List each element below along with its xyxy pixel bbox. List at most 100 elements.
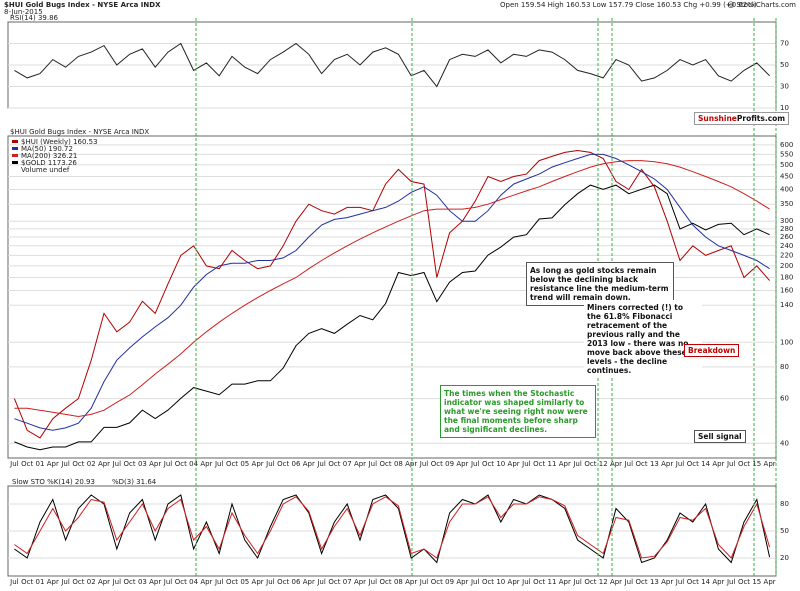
y-tick-label: 550 — [780, 150, 793, 158]
panel — [7, 135, 777, 459]
x-tick-label: Oct — [636, 578, 648, 586]
x-tick-label: Jul — [214, 578, 224, 586]
x-tick-label: Jul — [316, 460, 326, 468]
x-tick-label: Jul — [214, 460, 224, 468]
y-tick-label: 140 — [780, 301, 793, 309]
y-tick-label: 50 — [780, 61, 789, 69]
x-tick-label: 04 — [189, 578, 198, 586]
x-tick-label: Jul — [675, 460, 685, 468]
x-tick-label: Oct — [277, 578, 289, 586]
y-tick-label: 20 — [780, 554, 789, 562]
y-tick-label: 60 — [780, 395, 789, 403]
x-tick-label: Jul — [316, 578, 326, 586]
x-tick-label: 09 — [445, 460, 454, 468]
x-tick-label: 12 — [599, 460, 608, 468]
x-tick-label: Oct — [175, 578, 187, 586]
annotation: Miners corrected (!) to the 61.8% Fibona… — [584, 300, 702, 378]
x-tick-label: Oct — [175, 460, 187, 468]
x-tick-label: 06 — [292, 578, 301, 586]
annotation: Breakdown — [684, 344, 740, 357]
y-tick-label: 220 — [780, 251, 793, 259]
x-tick-label: Apr — [354, 460, 366, 468]
y-tick-label: 500 — [780, 161, 793, 169]
x-tick-label: 09 — [445, 578, 454, 586]
x-tick-label: Jul — [9, 460, 19, 468]
x-tick-label: Oct — [482, 460, 494, 468]
x-tick-label: Jul — [624, 460, 634, 468]
x-tick-label: Oct — [738, 460, 750, 468]
legend-swatch — [12, 161, 18, 164]
x-tick-label: Apr — [200, 460, 212, 468]
x-tick-label: 04 — [189, 460, 198, 468]
x-tick-label: 07 — [343, 578, 352, 586]
x-tick-label: Oct — [21, 460, 33, 468]
logo: SunshineProfits.com — [694, 112, 790, 125]
x-tick-label: Oct — [226, 460, 238, 468]
series-line — [14, 160, 770, 418]
x-tick-label: Jul — [726, 460, 736, 468]
series-line — [13, 149, 770, 439]
y-tick-label: 70 — [780, 40, 789, 48]
x-tick-label: Jul — [60, 578, 70, 586]
x-tick-label: Oct — [584, 460, 596, 468]
x-tick-label: Oct — [124, 578, 136, 586]
x-tick-label: Apr — [47, 460, 59, 468]
x-tick-label: Oct — [72, 578, 84, 586]
x-tick-label: Apr — [508, 578, 520, 586]
x-tick-label: Apr — [252, 578, 264, 586]
y-tick-label: 200 — [780, 262, 793, 270]
x-tick-label: 11 — [548, 578, 557, 586]
series-line — [14, 496, 771, 559]
x-tick-label: Apr — [405, 460, 417, 468]
logo-text: Profits.com — [736, 114, 786, 123]
x-tick-label: 13 — [650, 460, 659, 468]
panel-title: RSI(14) 39.86 — [10, 14, 59, 22]
x-tick-label: Apr — [303, 460, 315, 468]
legend-swatch — [12, 147, 18, 150]
y-tick-label: 10 — [780, 104, 789, 112]
x-tick-label: Apr — [149, 460, 161, 468]
legend-entry: Slow STO %K(14) 20.93 — [12, 478, 95, 486]
annotation: As long as gold stocks remain below the … — [526, 262, 674, 306]
x-tick-label: 05 — [240, 460, 249, 468]
y-tick-label: 50 — [780, 527, 789, 535]
x-tick-label: 15 — [752, 460, 761, 468]
y-tick-label: 280 — [780, 225, 793, 233]
x-tick-label: 10 — [496, 578, 505, 586]
x-tick-label: 10 — [496, 460, 505, 468]
x-tick-label: Apr — [610, 578, 622, 586]
x-tick-label: 07 — [343, 460, 352, 468]
x-tick-label: Jul — [521, 460, 531, 468]
x-tick-label: Oct — [687, 578, 699, 586]
annotation: Sell signal — [694, 430, 746, 443]
x-tick-label: 14 — [701, 460, 710, 468]
x-tick-label: Oct — [380, 578, 392, 586]
y-tick-label: 400 — [780, 186, 793, 194]
chart-title: $HUI Gold Bugs Index - NYSE Arca INDX — [4, 1, 161, 9]
legend-entry: $HUI (Weekly) 160.53 — [21, 138, 98, 146]
x-tick-label: Apr — [712, 578, 724, 586]
subtitle: 8-Jun-2015 — [4, 8, 43, 16]
y-tick-label: 80 — [780, 500, 789, 508]
y-tick-label: 30 — [780, 83, 789, 91]
x-tick-label: Oct — [124, 460, 136, 468]
legend-entry: Volume undef — [21, 166, 70, 174]
x-tick-label: Apr — [98, 578, 110, 586]
x-tick-label: Apr — [661, 460, 673, 468]
legend-entry: %D(3) 31.64 — [112, 478, 157, 486]
x-tick-label: 01 — [36, 578, 45, 586]
x-tick-label: Jul — [419, 460, 429, 468]
x-tick-label: 01 — [36, 460, 45, 468]
x-tick-label: Jul — [419, 578, 429, 586]
y-tick-label: 300 — [780, 217, 793, 225]
x-tick-label: 06 — [292, 460, 301, 468]
logo-text: Sunshine — [698, 114, 737, 123]
x-tick-label: Apr — [508, 460, 520, 468]
x-tick-label: Jul — [60, 460, 70, 468]
x-tick-label: Apr — [47, 578, 59, 586]
x-tick-label: Oct — [328, 578, 340, 586]
x-tick-label: Apr — [405, 578, 417, 586]
x-tick-label: Oct — [482, 578, 494, 586]
x-tick-label: Jul — [9, 578, 19, 586]
x-tick-label: Jul — [368, 578, 378, 586]
